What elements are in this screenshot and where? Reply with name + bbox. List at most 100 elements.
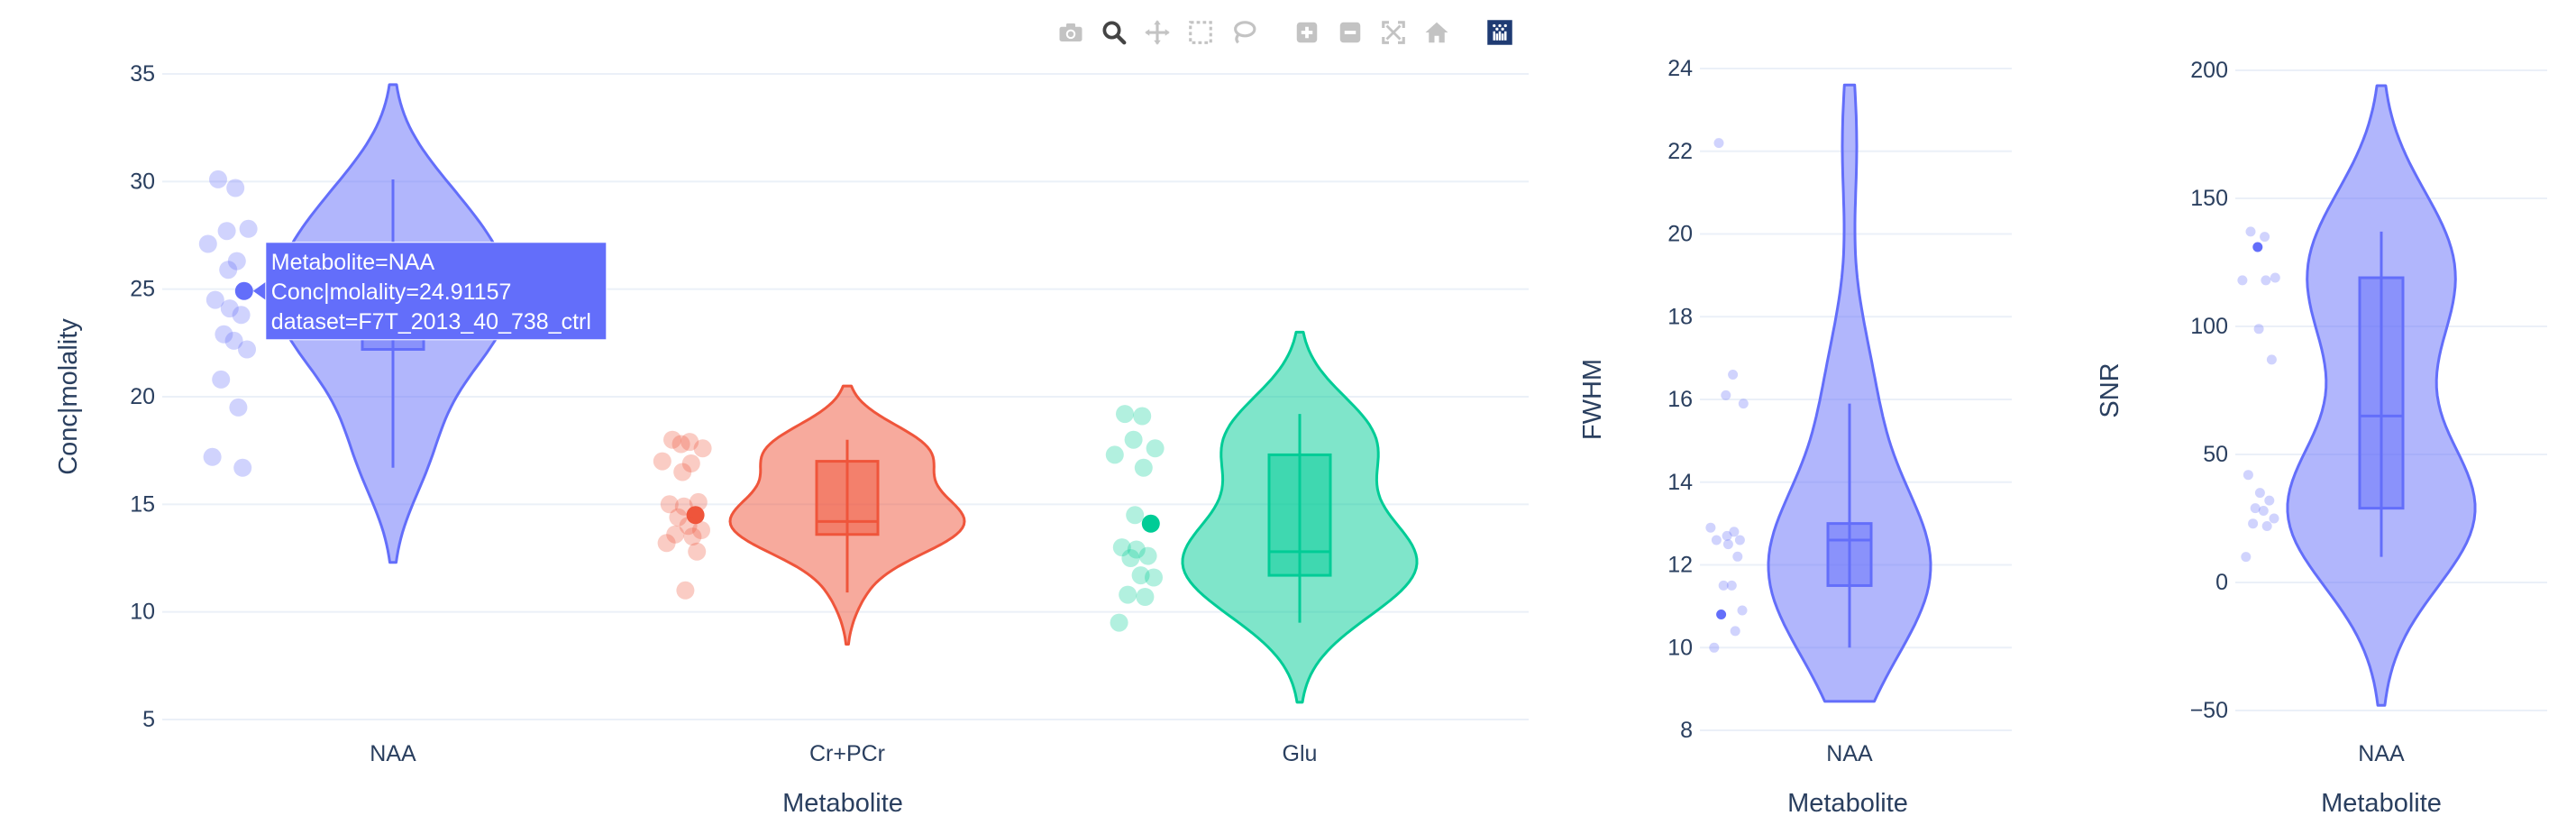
box-select-button[interactable] — [1184, 16, 1217, 49]
data-point — [1134, 458, 1153, 477]
y-tick-label: 10 — [130, 600, 155, 625]
data-point — [671, 435, 690, 454]
data-point — [1133, 407, 1152, 426]
data-point — [1713, 138, 1724, 149]
data-point — [1705, 522, 1716, 533]
data-point — [1722, 530, 1732, 541]
y-tick-label: 12 — [1667, 553, 1693, 578]
zoom-icon — [1102, 21, 1127, 45]
tooltip-line: Metabolite=NAA — [271, 250, 435, 275]
y-tick-label: 25 — [130, 277, 155, 302]
autoscale-icon — [1382, 21, 1405, 44]
data-point — [681, 433, 699, 452]
data-point — [233, 458, 252, 477]
camera-button[interactable] — [1055, 16, 1087, 49]
y-tick-label: 5 — [142, 707, 155, 732]
data-point — [688, 542, 707, 561]
data-point — [1734, 535, 1745, 545]
y-tick-label: −50 — [2190, 698, 2228, 723]
y-tick-label: 8 — [1680, 718, 1693, 743]
data-point — [1138, 546, 1157, 565]
data-point — [1716, 610, 1727, 619]
data-point — [2258, 506, 2269, 516]
reset-axes-button[interactable] — [1420, 16, 1453, 49]
y-tick-label: 150 — [2190, 186, 2228, 211]
modebar — [1055, 14, 1516, 50]
data-point — [1105, 445, 1124, 464]
zoom-button[interactable] — [1098, 16, 1130, 49]
data-point — [663, 430, 681, 449]
data-point — [1124, 430, 1143, 449]
box-iqr — [815, 460, 880, 536]
x-tick-label: NAA — [370, 741, 416, 766]
x-axis-title: Metabolite — [2321, 789, 2442, 818]
data-point — [2245, 226, 2256, 237]
data-point — [669, 508, 688, 527]
data-point — [209, 170, 227, 188]
chart-panel-0: 5 10 15 20 25 30 35 Conc|molality Metabolite NAA C… — [54, 61, 1529, 818]
pan-icon — [1145, 20, 1170, 45]
data-point — [232, 306, 251, 325]
data-point — [1711, 535, 1722, 545]
x-axis-title: Metabolite — [1787, 789, 1908, 818]
data-point — [212, 370, 231, 389]
box-select-icon — [1189, 21, 1212, 44]
data-point — [1732, 551, 1743, 562]
data-point — [224, 331, 243, 350]
data-point — [226, 179, 245, 197]
violin-NAA — [1767, 83, 1932, 703]
data-point — [692, 521, 710, 539]
y-tick-label: 0 — [2215, 570, 2228, 595]
data-point — [217, 222, 236, 241]
y-tick-label: 18 — [1667, 304, 1693, 329]
data-point — [219, 261, 238, 280]
data-point — [2248, 518, 2259, 529]
x-axis-title: Metabolite — [782, 789, 903, 818]
data-point — [198, 234, 217, 253]
data-point — [2241, 552, 2252, 563]
data-point — [686, 506, 705, 525]
data-point — [1718, 580, 1729, 591]
data-point — [1121, 549, 1140, 567]
zoom-in-button[interactable] — [1291, 16, 1323, 49]
y-tick-label: 20 — [130, 384, 155, 409]
autoscale-button[interactable] — [1377, 16, 1410, 49]
reset-axes-icon — [1425, 22, 1448, 43]
data-point — [1146, 439, 1165, 458]
x-tick-label: NAA — [1826, 741, 1873, 766]
lasso-icon — [1234, 21, 1256, 44]
data-point — [1722, 539, 1733, 550]
data-point — [215, 325, 233, 344]
tooltip-box — [265, 242, 607, 341]
lasso-button[interactable] — [1228, 16, 1260, 49]
box-iqr — [2358, 276, 2405, 510]
y-tick-label: 35 — [130, 61, 155, 87]
zoom-out-button[interactable] — [1334, 16, 1366, 49]
y-axis-title: FWHM — [1578, 359, 1607, 440]
data-point — [2252, 242, 2263, 252]
y-tick-label: 22 — [1667, 139, 1693, 164]
plotly-logo-button[interactable] — [1484, 16, 1516, 49]
data-point — [220, 299, 239, 318]
data-point — [229, 398, 248, 417]
y-axis-title: Conc|molality — [54, 318, 83, 475]
data-point — [203, 447, 222, 466]
x-tick-label: Cr+PCr — [809, 741, 885, 766]
data-point — [1141, 514, 1160, 533]
y-tick-label: 200 — [2190, 58, 2228, 83]
data-point — [653, 452, 671, 471]
data-point — [673, 463, 692, 481]
pan-button[interactable] — [1141, 16, 1174, 49]
data-point — [2269, 513, 2279, 524]
data-point — [2254, 488, 2265, 499]
data-point — [1738, 399, 1749, 409]
data-point — [2250, 503, 2261, 514]
chart-panel-2: −50 0 50 100 150 200 SNR Metabolite NAA — [2096, 58, 2547, 818]
x-tick-label: Glu — [1283, 741, 1318, 766]
y-tick-label: 16 — [1667, 387, 1693, 412]
data-point — [1728, 370, 1739, 380]
data-point — [1116, 405, 1134, 424]
y-tick-label: 15 — [130, 491, 155, 517]
